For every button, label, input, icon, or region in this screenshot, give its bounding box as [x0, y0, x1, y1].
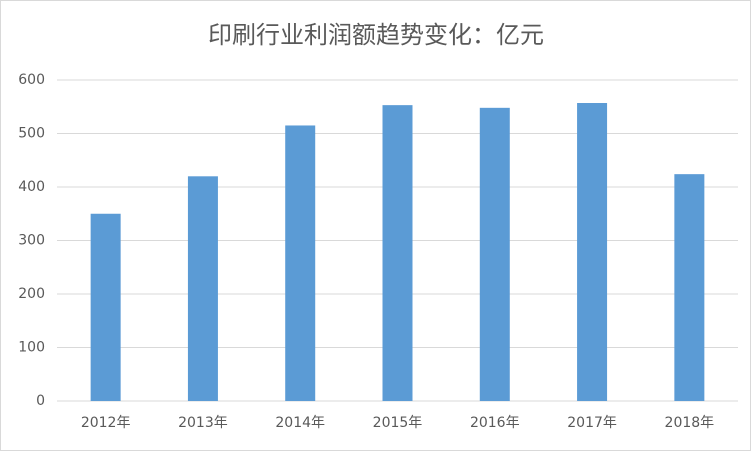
x-tick-label: 2014年 [275, 415, 325, 431]
y-tick-label: 100 [18, 340, 45, 356]
y-tick-label: 0 [36, 393, 45, 409]
y-tick-label: 200 [18, 286, 45, 302]
y-tick-label: 300 [18, 233, 45, 249]
x-tick-label: 2012年 [81, 415, 131, 431]
x-tick-label: 2017年 [567, 415, 617, 431]
bar [674, 174, 705, 401]
y-tick-label: 600 [18, 72, 45, 88]
x-tick-label: 2013年 [178, 415, 228, 431]
x-tick-label: 2015年 [373, 415, 423, 431]
bar [90, 213, 121, 401]
y-tick-label: 500 [18, 126, 45, 142]
bar [382, 105, 413, 402]
bar [479, 107, 510, 401]
bar [187, 176, 218, 401]
x-tick-label: 2018年 [665, 415, 715, 431]
bar [577, 103, 608, 401]
x-tick-label: 2016年 [470, 415, 520, 431]
bar [285, 125, 316, 401]
chart-title: 印刷行业利润额趋势变化：亿元 [208, 21, 544, 49]
y-tick-label: 400 [18, 179, 45, 195]
